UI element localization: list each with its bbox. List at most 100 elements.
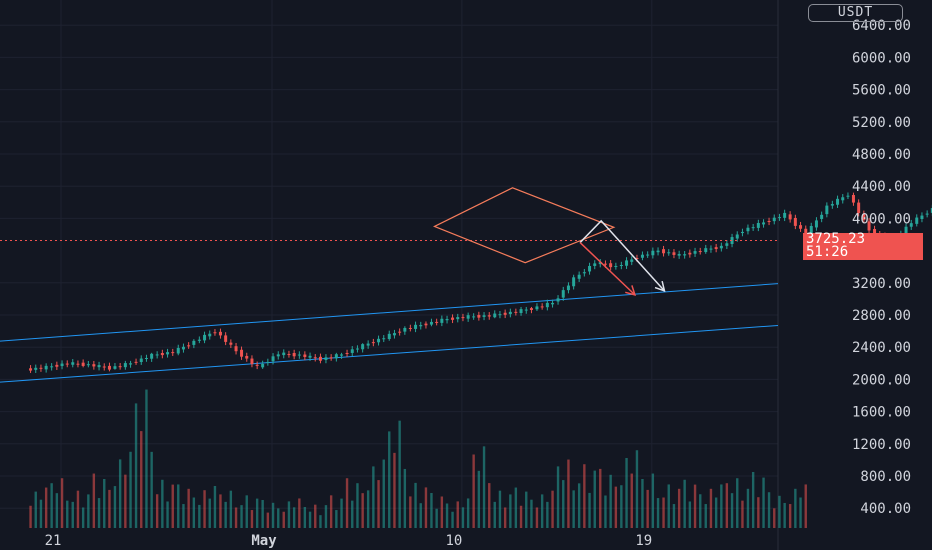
volume-bar-145	[794, 488, 797, 528]
candle-body-128	[704, 248, 708, 253]
y-tick-label-11: 1600.00	[852, 405, 911, 421]
volume-bar-31	[192, 497, 196, 528]
candle-body-64	[366, 343, 370, 346]
volume-bar-27	[171, 484, 174, 528]
candle-body-22	[144, 357, 148, 359]
x-tick-label-3: 19	[635, 533, 652, 549]
candle-body-131	[719, 245, 723, 249]
candle-body-99	[551, 302, 555, 305]
volume-bar-35	[213, 486, 217, 528]
candle-body-80	[451, 317, 455, 320]
y-tick-label-14: 400.00	[860, 501, 911, 517]
candle-body-54	[313, 357, 317, 359]
candle-body-66	[377, 338, 381, 343]
volume-bar-60	[345, 478, 349, 528]
candle-body-105	[582, 272, 586, 274]
candle-body-122	[672, 252, 676, 255]
volume-bar-106	[588, 492, 591, 528]
volume-bar-113	[625, 458, 628, 528]
volume-bar-134	[736, 478, 739, 528]
candle-body-111	[614, 265, 618, 267]
volume-bar-94	[525, 491, 528, 528]
candle-body-118	[651, 250, 655, 256]
volume-bar-131	[720, 484, 723, 528]
candle-body-4	[50, 366, 54, 368]
candle-body-168	[915, 217, 919, 224]
pattern-drawings[interactable]	[0, 187, 778, 296]
price-axis[interactable]: 6400.00 6000.00 5600.00 5200.00 4800.00 4400.…	[852, 18, 911, 517]
volume-bar-117	[646, 489, 649, 528]
candle-body-63	[361, 344, 365, 350]
candle-body-97	[540, 306, 544, 308]
volume-bar-44	[261, 500, 264, 528]
volume-bar-108	[599, 468, 602, 528]
volume-bar-13	[97, 498, 101, 528]
volume-bar-16	[113, 486, 117, 528]
candle-body-146	[799, 225, 803, 229]
volume-bar-46	[271, 502, 275, 528]
candle-body-107	[593, 263, 597, 266]
volume-bar-47	[277, 508, 280, 528]
candle-body-43	[255, 364, 259, 366]
volume-bars	[29, 389, 807, 528]
volume-bar-68	[388, 431, 391, 528]
volume-bar-64	[366, 490, 370, 528]
candle-body-114	[630, 259, 634, 262]
volume-bar-124	[683, 479, 686, 528]
volume-bar-97	[540, 494, 544, 528]
time-axis[interactable]: 21 May 10 19	[45, 533, 653, 549]
volume-bar-82	[461, 507, 465, 528]
volume-bar-78	[440, 496, 444, 528]
candle-body-125	[688, 252, 692, 255]
x-tick-label-2: 10	[445, 533, 462, 549]
volume-bar-80	[451, 511, 454, 528]
volume-bar-50	[292, 507, 296, 528]
candle-body-27	[171, 352, 175, 354]
candle-body-108	[598, 262, 602, 265]
candle-body-123	[677, 253, 681, 256]
volume-bar-14	[103, 479, 106, 528]
candle-body-100	[556, 298, 560, 302]
candle-body-39	[234, 346, 238, 352]
candle-body-158	[862, 213, 866, 220]
volume-bar-0	[29, 505, 32, 528]
currency-badge[interactable]: USDT	[808, 4, 903, 22]
candle-body-18	[123, 363, 127, 368]
candle-body-150	[820, 214, 824, 219]
volume-bar-29	[182, 504, 185, 528]
volume-bar-87	[488, 483, 491, 528]
volume-bar-18	[124, 474, 127, 528]
volume-bar-25	[161, 479, 164, 528]
volume-bar-45	[266, 512, 270, 528]
candle-body-110	[609, 263, 613, 268]
candle-body-8	[71, 362, 75, 365]
candle-body-138	[756, 222, 760, 228]
volume-bar-95	[530, 499, 533, 528]
trend-channel[interactable]	[0, 283, 779, 383]
candle-body-14	[102, 366, 106, 368]
candle-body-137	[751, 227, 755, 229]
y-tick-label-8: 2800.00	[852, 308, 911, 324]
candle-body-85	[477, 314, 481, 318]
candle-body-71	[403, 327, 407, 332]
candle-body-169	[920, 215, 924, 220]
volume-bar-96	[535, 507, 539, 528]
candle-body-92	[514, 311, 518, 313]
candle-body-157	[857, 202, 861, 214]
volume-bar-5	[55, 493, 59, 528]
candle-body-167	[909, 223, 913, 227]
candle-body-15	[107, 365, 111, 370]
volume-bar-33	[203, 490, 206, 528]
y-tick-label-12: 1200.00	[852, 437, 911, 453]
volume-bar-8	[71, 501, 74, 528]
volume-bar-112	[620, 485, 623, 528]
candle-body-10	[81, 362, 85, 366]
y-tick-label-9: 2400.00	[852, 340, 911, 356]
volume-bar-126	[693, 484, 697, 528]
volume-bar-34	[208, 498, 211, 528]
volume-bar-142	[778, 495, 781, 528]
candle-body-89	[498, 314, 502, 316]
projection-arrow-white-head	[654, 280, 666, 293]
candle-body-78	[440, 318, 444, 323]
